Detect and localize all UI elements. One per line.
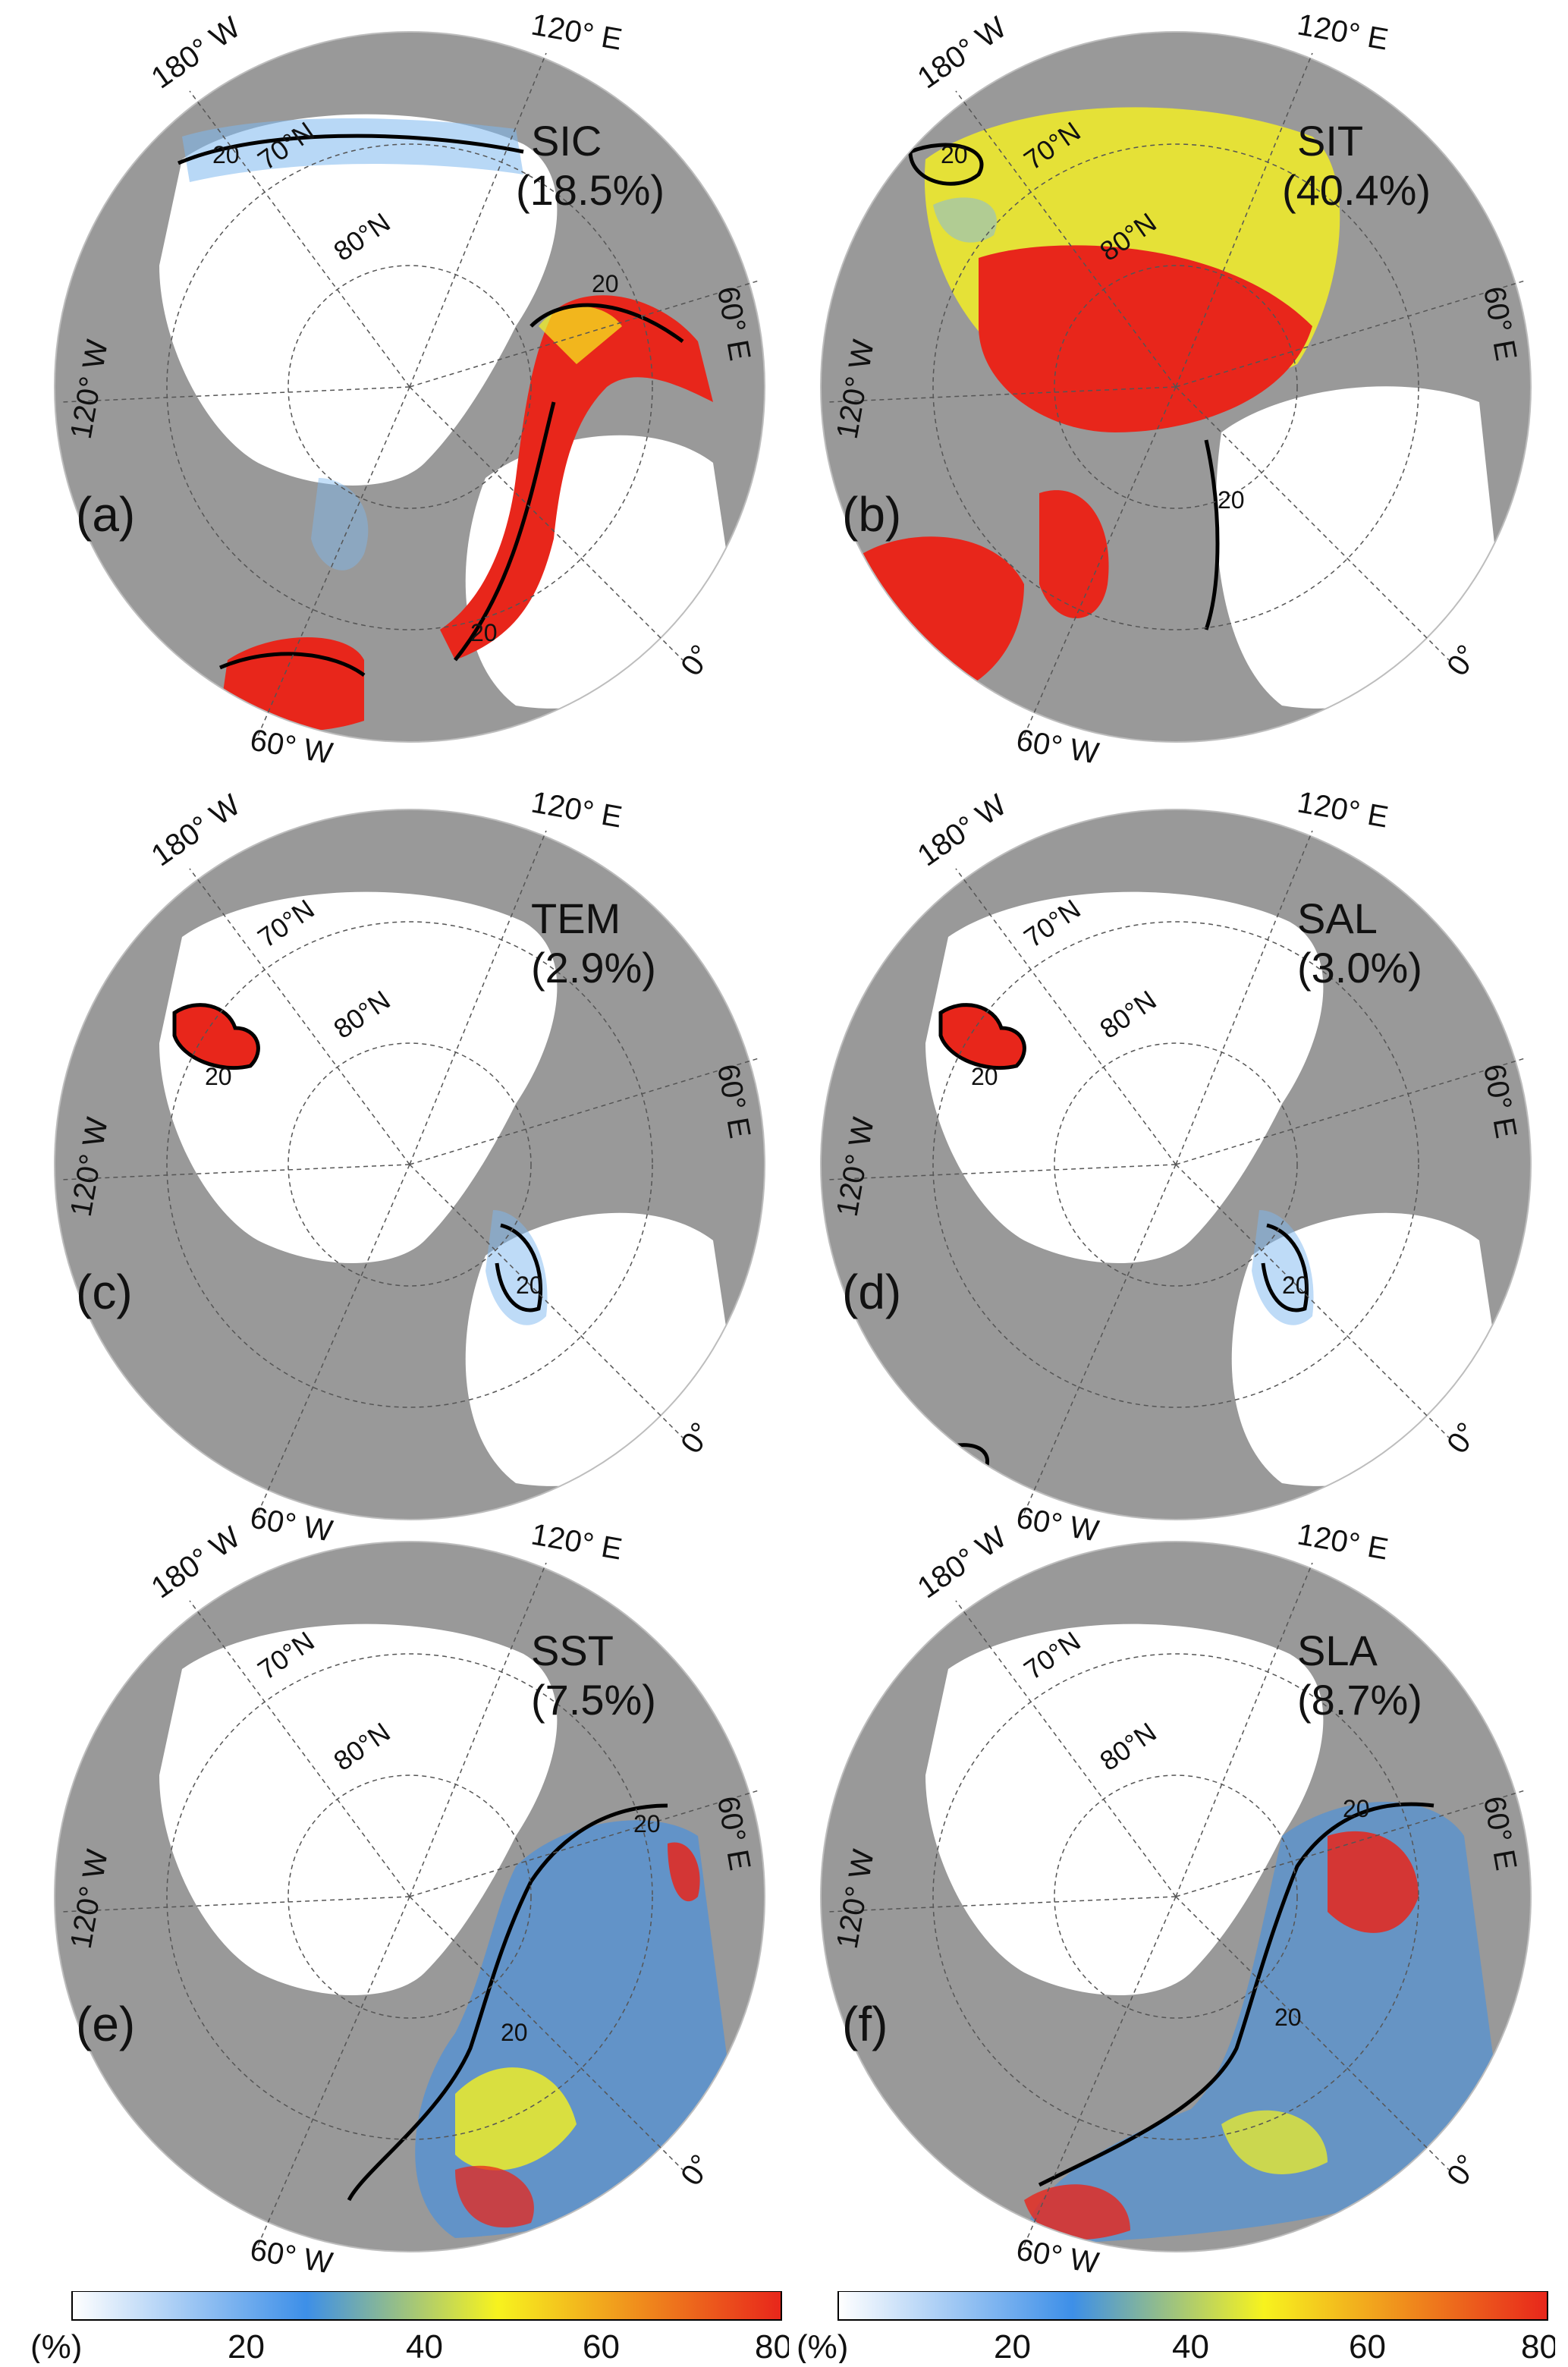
lat-circle-80n: [288, 265, 532, 509]
panel-percent: (18.5%): [516, 166, 665, 214]
heat-yellow: [455, 2067, 577, 2171]
heat-red: [172, 1003, 260, 1070]
heat-blue: [485, 1210, 548, 1325]
heat-red: [1039, 490, 1109, 618]
contour-label: 20: [516, 1272, 543, 1299]
contour-label: 20: [941, 141, 968, 168]
ocean-region: [1215, 386, 1502, 709]
panel-percent: (7.5%): [531, 1676, 656, 1724]
panel-letter: (b): [842, 487, 901, 542]
contour-label: 20: [212, 141, 240, 168]
heat-blue: [933, 197, 997, 243]
panel-variable: SLA: [1297, 1627, 1378, 1674]
heat-red: [668, 1842, 700, 1902]
ocean-region: [159, 114, 558, 486]
heat-red: [938, 1003, 1026, 1070]
lon-label-120e: 120° E: [529, 1517, 624, 1566]
lon-label-0: 0°: [674, 1416, 718, 1460]
panel-a: 180° W 120° E 60° E 120° W 60° W 0° 70°N…: [30, 8, 789, 766]
panel-letter: (a): [76, 487, 135, 542]
heat-yellow: [1221, 2110, 1328, 2174]
colorbar-left: (%) 20 40 60 80: [30, 2290, 792, 2365]
contour-20: [908, 143, 1220, 630]
lon-label-120e: 120° E: [529, 785, 624, 834]
lon-label-0: 0°: [1441, 639, 1485, 682]
contour-label: 20: [633, 1810, 661, 1837]
panel-letter: (e): [76, 1997, 135, 2051]
map-svg-f: 180° W 120° E 60° E 120° W 60° W 0° 70°N…: [820, 1517, 1532, 2276]
panel-c: 180° W 120° E 60° E 120° W 60° W 0° 70°N…: [30, 785, 789, 1544]
map-svg-c: 180° W 120° E 60° E 120° W 60° W 0° 70°N…: [54, 785, 765, 1544]
panel-variable: SAL: [1297, 894, 1378, 942]
heat-red: [1024, 2184, 1130, 2240]
lon-label-120e: 120° E: [529, 8, 624, 56]
map-svg-b: 180° W 120° E 60° E 120° W 60° W 0° 70°N…: [820, 8, 1532, 766]
contour-label: 20: [971, 1063, 998, 1090]
colorbar-tick: 60: [583, 2328, 620, 2363]
contour-20: [178, 134, 684, 677]
panel-letter: (f): [842, 1997, 888, 2051]
lat-circle-70n: [166, 143, 653, 630]
contour-label: 20: [470, 619, 498, 646]
lon-label-0: 0°: [1441, 2149, 1485, 2192]
contour-label: 20: [592, 270, 619, 297]
heat-blue: [311, 478, 369, 571]
heat-red: [455, 2165, 534, 2228]
panel-variable: SIC: [531, 117, 602, 165]
colorbar-unit: (%): [797, 2328, 848, 2363]
panel-e: 180° W 120° E 60° E 120° W 60° W 0° 70°N…: [30, 1517, 789, 2276]
contour-20: [347, 1803, 668, 2202]
heat-blue: [1252, 1210, 1314, 1325]
colorbar-tick: 20: [228, 2328, 265, 2363]
contour-label: 20: [1343, 1795, 1370, 1822]
contour-20: [1038, 1802, 1434, 2187]
contour-label: 20: [1282, 1272, 1309, 1299]
colorbar-tick: 20: [994, 2328, 1031, 2363]
panel-percent: (2.9%): [531, 944, 656, 992]
heat-red: [979, 245, 1312, 432]
colorbar-tick: 60: [1349, 2328, 1386, 2363]
lon-label-120e: 120° E: [1295, 8, 1390, 56]
panel-letter: (c): [76, 1265, 133, 1319]
panel-percent: (40.4%): [1282, 166, 1431, 214]
contour-label: 20: [1274, 2004, 1302, 2031]
contour-label: 20: [501, 2019, 528, 2046]
colorbar-gradient: [71, 2290, 782, 2321]
colorbar-tick: 80: [1521, 2328, 1555, 2363]
colorbar-gradient: [837, 2290, 1548, 2321]
colorbar-tick: 80: [755, 2328, 789, 2363]
colorbar-unit: (%): [30, 2328, 82, 2363]
colorbar-right: (%) 20 40 60 80: [797, 2290, 1558, 2365]
panel-letter: (d): [842, 1265, 901, 1319]
lon-label-120e: 120° E: [1295, 1517, 1390, 1566]
colorbar-tick: 40: [406, 2328, 443, 2363]
panel-d: 180° W 120° E 60° E 120° W 60° W 0° 70°N…: [797, 785, 1555, 1544]
lon-label-0: 0°: [1441, 1416, 1485, 1460]
map-svg-a: 180° W 120° E 60° E 120° W 60° W 0° 70°N…: [54, 8, 765, 766]
panel-variable: SIT: [1297, 117, 1363, 165]
map-svg-e: 180° W 120° E 60° E 120° W 60° W 0° 70°N…: [54, 1517, 765, 2276]
heat-red: [1328, 1831, 1419, 1933]
map-svg-d: 180° W 120° E 60° E 120° W 60° W 0° 70°N…: [820, 785, 1532, 1544]
lon-label-0: 0°: [674, 639, 718, 682]
heat-blue: [182, 118, 523, 182]
contour-label: 20: [205, 1063, 232, 1090]
panel-percent: (8.7%): [1297, 1676, 1422, 1724]
panel-b: 180° W 120° E 60° E 120° W 60° W 0° 70°N…: [797, 8, 1555, 766]
lon-label-0: 0°: [674, 2149, 718, 2192]
panel-percent: (3.0%): [1297, 944, 1422, 992]
meridians: [60, 52, 759, 737]
lon-label-120e: 120° E: [1295, 785, 1390, 834]
contour-20: [495, 1223, 543, 1312]
contour-label: 20: [1218, 486, 1245, 514]
panel-variable: TEM: [531, 894, 621, 942]
panel-variable: SST: [531, 1627, 614, 1674]
colorbar-tick: 40: [1172, 2328, 1209, 2363]
panel-f: 180° W 120° E 60° E 120° W 60° W 0° 70°N…: [797, 1517, 1555, 2276]
